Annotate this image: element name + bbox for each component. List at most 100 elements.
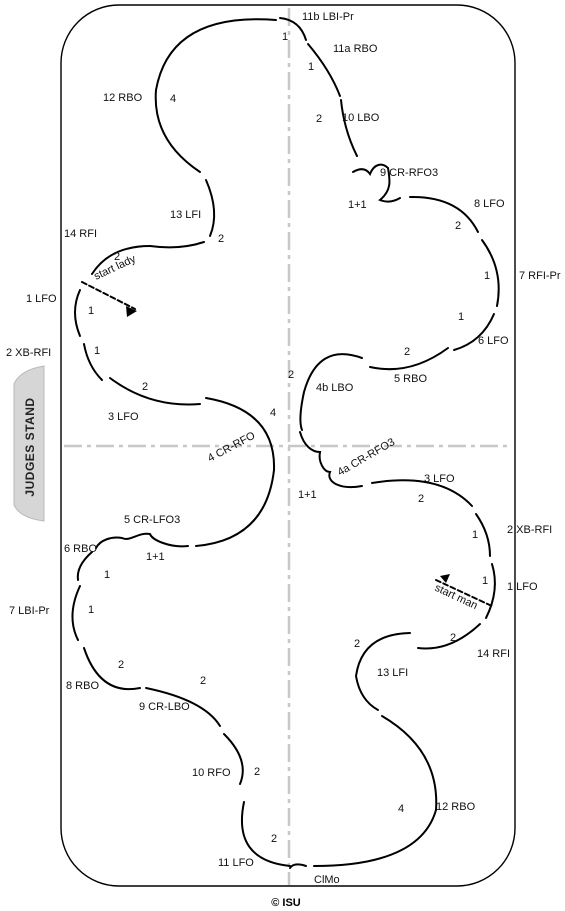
beat: 1 [282, 31, 288, 43]
edge-7-lbi-pr-left [71, 585, 81, 641]
label-5rbo: 5 RBO [394, 373, 427, 385]
beat: 2 [418, 493, 424, 505]
beat: 2 [354, 638, 360, 650]
edge-12-rbo-left [154, 89, 201, 173]
label-3lfo-right: 3 LFO [424, 473, 455, 485]
label-3lfo-left: 3 LFO [108, 411, 139, 423]
beat: 1 [88, 604, 94, 616]
beat: 2 [450, 632, 456, 644]
label-1lfo-right: 1 LFO [507, 581, 538, 593]
label-clmo: ClMo [314, 874, 340, 886]
label-11a: 11a RBO [333, 43, 378, 55]
beat: 1+1 [348, 199, 367, 211]
label-13lfi-left: 13 LFI [170, 209, 201, 221]
beat: 2 [316, 113, 322, 125]
label-7rfipr: 7 RFI-Pr [519, 270, 561, 282]
edge-13-lfi-left [205, 179, 216, 237]
edge-2-left [91, 245, 151, 275]
edge-13-lfi [354, 632, 411, 711]
beat: 1 [458, 311, 464, 323]
edge-9-cr-rfo3 [352, 163, 401, 203]
edge-1-lfo-left [74, 289, 81, 337]
beat: 4 [398, 803, 404, 815]
edge-4-cr-rfo [195, 397, 276, 547]
beat: 1 [484, 270, 490, 282]
label-11b: 11b LBI-Pr [302, 11, 354, 23]
beat: 1 [482, 575, 488, 587]
label-12rbo-right: 12 RBO [436, 801, 476, 813]
edge-11b-lbi-pr [279, 17, 307, 41]
label-10lbo: 10 LBO [342, 112, 380, 124]
rink-outline [60, 4, 516, 887]
label-4acr: 4a CR-RFO3 [336, 436, 398, 478]
edge-start-lady [81, 281, 136, 310]
label-2xbrfi-left: 2 XB-RFI [6, 347, 51, 359]
edge-2-xb-rfi-left [83, 343, 103, 381]
label-2xbrfi-right: 2 XB-RFI [507, 524, 552, 536]
edge-4a-cr-rfo3 [299, 431, 363, 488]
label-9crlbo: 9 CR-LBO [139, 701, 190, 713]
label-13lfi-right: 13 LFI [377, 667, 408, 679]
edge-10-lbo [340, 99, 358, 157]
left-side-pattern [71, 18, 291, 867]
label-9crrfo3: 9 CR-RFO3 [380, 167, 438, 179]
beat: 2 [118, 659, 124, 671]
label-8rbo: 8 RBO [66, 680, 99, 692]
edge-14-rfi-left [149, 241, 205, 249]
label-14rfi-left: 14 RFI [64, 228, 97, 240]
edge-start-man [435, 579, 495, 608]
edge-3-lfo-left [109, 377, 201, 406]
copyright-label: © ISU [271, 897, 301, 909]
beat: 2 [142, 381, 148, 393]
edge-11a-rbo [307, 43, 341, 97]
label-14rfi-right: 14 RFI [477, 648, 510, 660]
beat: 1+1 [298, 489, 317, 501]
beat: 2 [288, 369, 294, 381]
start-man-arrow [440, 574, 450, 583]
label-6rbo: 6 RBO [64, 543, 97, 555]
edge-11lfo-start [155, 18, 277, 91]
beat: 2 [200, 675, 206, 687]
beat: 1 [104, 569, 110, 581]
label-1lfo-left: 1 LFO [26, 293, 57, 305]
edge-11-lfo-left [240, 801, 291, 867]
beat: 2 [218, 233, 224, 245]
edge-6-rbo-left [76, 551, 93, 581]
edge-5-rbo [369, 347, 449, 371]
edge-4b-lbo [299, 353, 363, 431]
label-10rfo: 10 RFO [192, 767, 231, 779]
edge-7-rfi-pr [481, 239, 500, 307]
start-lady-arrow [126, 306, 137, 317]
label-4blbo: 4b LBO [316, 382, 354, 394]
label-7lbipr: 7 LBI-Pr [9, 605, 50, 617]
edge-1-lfo [485, 563, 496, 619]
judges-stand-label: JUDGES STAND [23, 397, 37, 496]
beat: 4 [170, 93, 176, 105]
edge-8-lfo [409, 195, 479, 233]
beat: 1 [94, 345, 100, 357]
edge-8-rbo-left [83, 647, 141, 691]
beat: 1+1 [146, 551, 165, 563]
judges-stand-tab [13, 365, 45, 522]
beat: 2 [254, 766, 260, 778]
right-side-pattern [279, 17, 500, 869]
edge-12-rbo [313, 715, 438, 867]
label-11lfo: 11 LFO [218, 857, 254, 869]
edge-10-rfo [223, 733, 244, 785]
label-6lfo: 6 LFO [478, 335, 509, 347]
edge-14-rfi [417, 623, 481, 650]
edge-3-lfo [371, 479, 473, 507]
beat: 1 [472, 529, 478, 541]
label-5crlfo3: 5 CR-LFO3 [124, 514, 180, 526]
beat: 4 [270, 407, 276, 419]
beat: 1 [308, 61, 314, 73]
beat: 2 [404, 346, 410, 358]
label-12rbo-left: 12 RBO [103, 92, 143, 104]
edge-clmo [289, 863, 307, 869]
edge-5-cr-lfo3 [95, 532, 189, 549]
edge-9-cr-lbo [145, 687, 221, 727]
label-start-man: start man [433, 582, 480, 612]
edge-2-xb-rfi [475, 513, 491, 557]
beat: 2 [271, 833, 277, 845]
